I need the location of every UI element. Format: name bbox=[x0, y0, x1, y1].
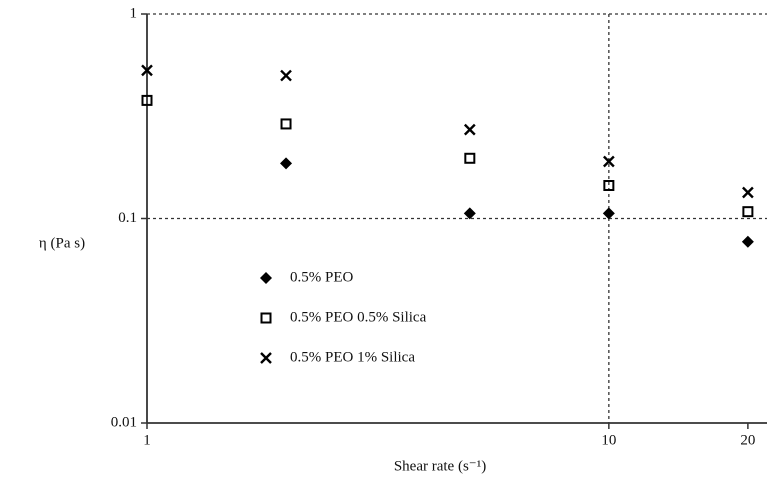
data-point bbox=[741, 235, 754, 248]
legend-label: 0.5% PEO 1% Silica bbox=[290, 349, 415, 365]
legend-marker bbox=[260, 312, 272, 324]
data-point bbox=[602, 207, 615, 220]
y-tick-label: 0.01 bbox=[111, 414, 137, 430]
data-point bbox=[280, 118, 292, 130]
x-tick-label: 20 bbox=[740, 432, 755, 448]
legend-marker bbox=[260, 272, 272, 284]
data-point bbox=[464, 152, 476, 164]
data-point bbox=[742, 186, 754, 199]
data-point bbox=[463, 123, 476, 136]
legend-label: 0.5% PEO bbox=[290, 269, 354, 285]
data-point bbox=[463, 207, 476, 220]
data-point bbox=[603, 155, 615, 168]
data-point bbox=[141, 94, 153, 106]
y-tick-label: 0.1 bbox=[118, 210, 137, 226]
legend-marker bbox=[260, 352, 272, 364]
legend-label: 0.5% PEO 0.5% Silica bbox=[290, 309, 427, 325]
data-point bbox=[141, 64, 153, 77]
data-point bbox=[280, 157, 293, 170]
data-point bbox=[742, 206, 754, 218]
data-point bbox=[603, 180, 615, 192]
x-axis-label: Shear rate (s⁻¹) bbox=[394, 458, 486, 474]
y-axis-label: η (Pa s) bbox=[39, 235, 85, 251]
y-tick-label: 1 bbox=[130, 5, 138, 21]
data-point bbox=[280, 69, 292, 82]
x-tick-label: 10 bbox=[601, 432, 616, 448]
x-tick-label: 1 bbox=[143, 432, 151, 448]
